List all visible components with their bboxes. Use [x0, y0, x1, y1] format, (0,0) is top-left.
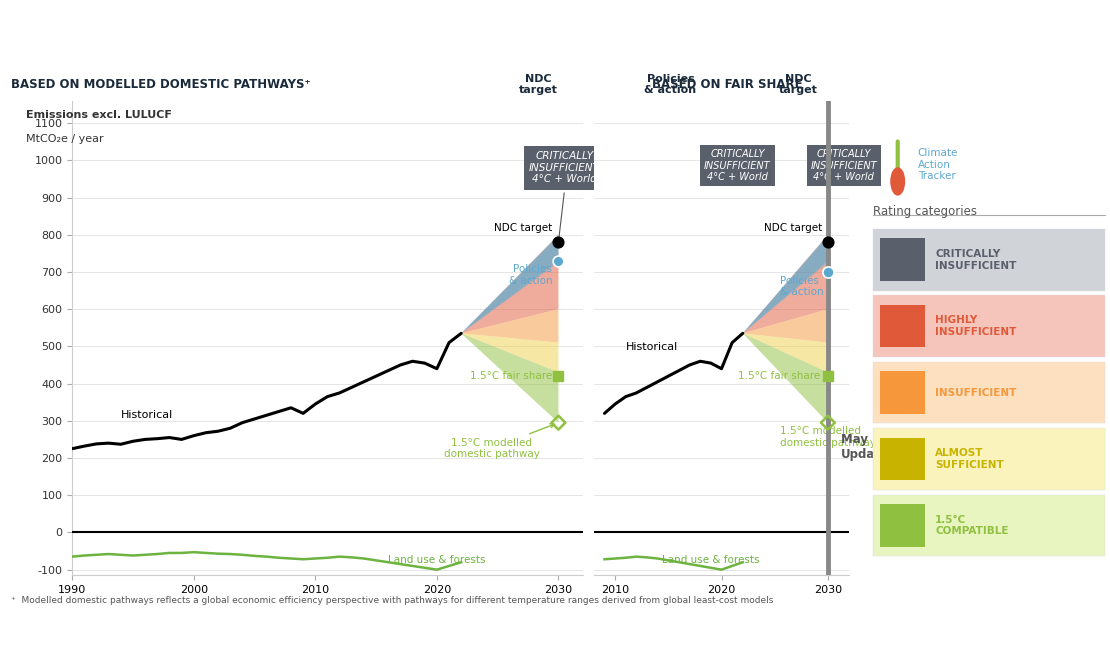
Text: Historical: Historical — [121, 410, 173, 420]
Text: Historical: Historical — [626, 342, 678, 352]
Text: NDC target: NDC target — [765, 223, 823, 233]
Text: Policies
& action: Policies & action — [780, 276, 824, 297]
Point — [549, 237, 567, 248]
Text: INSUFFICIENT: INSUFFICIENT — [935, 387, 1017, 398]
Text: Climate
Action
Tracker: Climate Action Tracker — [918, 148, 958, 181]
Text: CRITICALLY
INSUFFICIENT: CRITICALLY INSUFFICIENT — [935, 249, 1017, 270]
Bar — [872, 428, 1104, 490]
Text: 1.5°C modelled
domestic pathway: 1.5°C modelled domestic pathway — [444, 424, 554, 459]
Text: ⁺  Modelled domestic pathways reflects a global economic efficiency perspective : ⁺ Modelled domestic pathways reflects a … — [11, 596, 774, 605]
Polygon shape — [743, 237, 828, 333]
Text: Policies
& action: Policies & action — [508, 265, 553, 286]
Text: NDC target: NDC target — [494, 223, 553, 233]
Text: 1.5°C fair share: 1.5°C fair share — [471, 371, 553, 381]
Polygon shape — [743, 235, 828, 333]
Bar — [872, 361, 1104, 423]
Bar — [872, 495, 1104, 556]
Text: NDC
target: NDC target — [779, 73, 818, 96]
Bar — [880, 371, 926, 414]
Polygon shape — [461, 237, 558, 333]
Polygon shape — [461, 309, 558, 343]
Text: Land use & forests: Land use & forests — [662, 555, 759, 565]
Polygon shape — [461, 261, 558, 333]
Polygon shape — [743, 261, 828, 333]
Polygon shape — [461, 235, 558, 333]
Polygon shape — [743, 333, 828, 422]
Text: BASED ON FAIR SHARE: BASED ON FAIR SHARE — [652, 78, 803, 91]
Polygon shape — [461, 333, 558, 372]
Text: MtCO₂e / year: MtCO₂e / year — [27, 134, 104, 144]
Text: HIGHLY
INSUFFICIENT: HIGHLY INSUFFICIENT — [935, 315, 1017, 337]
Point — [819, 371, 837, 382]
Text: TÜRKIYE OVERALL RATING: TÜRKIYE OVERALL RATING — [478, 8, 632, 21]
Text: May 2023
Update: May 2023 Update — [840, 433, 905, 461]
Point — [549, 255, 567, 266]
Text: 1.5°C fair share: 1.5°C fair share — [738, 371, 820, 381]
Point — [819, 237, 837, 248]
Text: ALMOST
SUFFICIENT: ALMOST SUFFICIENT — [935, 448, 1003, 470]
Polygon shape — [743, 309, 828, 343]
Point — [549, 417, 567, 428]
Bar — [872, 295, 1104, 357]
Text: Land use & forests: Land use & forests — [388, 555, 486, 565]
Bar — [880, 504, 926, 547]
Text: CRITICALLY
INSUFFICIENT
4°C + World: CRITICALLY INSUFFICIENT 4°C + World — [810, 150, 877, 183]
Text: Emissions excl. LULUCF: Emissions excl. LULUCF — [27, 111, 172, 120]
Text: Policies
& action: Policies & action — [645, 73, 696, 96]
Polygon shape — [461, 333, 558, 422]
Polygon shape — [743, 333, 828, 372]
Text: NDC
target: NDC target — [518, 73, 558, 96]
Text: CRITICALLY
INSUFFICIENT
4°C + World: CRITICALLY INSUFFICIENT 4°C + World — [704, 150, 770, 183]
Point — [549, 371, 567, 382]
Text: 1.5°C
COMPATIBLE: 1.5°C COMPATIBLE — [935, 515, 1009, 536]
Text: BASED ON MODELLED DOMESTIC PATHWAYS⁺: BASED ON MODELLED DOMESTIC PATHWAYS⁺ — [11, 78, 311, 91]
Point — [819, 417, 837, 428]
Bar — [880, 239, 926, 281]
Bar — [880, 305, 926, 348]
Text: 1.5°C modelled
domestic pathway: 1.5°C modelled domestic pathway — [780, 426, 876, 448]
Text: CRITICALLY
INSUFFICIENT
4°C + World: CRITICALLY INSUFFICIENT 4°C + World — [529, 151, 599, 185]
Circle shape — [890, 167, 905, 196]
Point — [819, 266, 837, 277]
Bar — [880, 437, 926, 480]
Text: Rating categories: Rating categories — [872, 205, 977, 218]
Text: CRITICALLY INSUFFICIENT: CRITICALLY INSUFFICIENT — [345, 35, 765, 63]
Bar — [872, 229, 1104, 291]
